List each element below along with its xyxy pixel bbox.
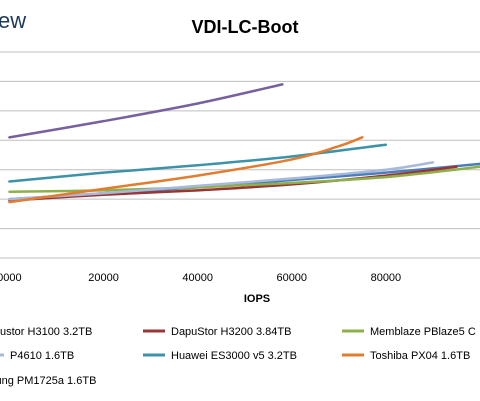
x-tick-label-0: 0000 [0, 272, 22, 284]
legend-label-2: Memblaze PBlaze5 C [370, 326, 476, 338]
legend-label-6: sung PM1725a 1.6TB [0, 375, 96, 387]
legend-label-1: DapuStor H3200 3.84TB [171, 326, 291, 338]
x-tick-label-4: 80000 [371, 272, 402, 284]
x-axis-label: IOPS [244, 293, 270, 305]
series-line-5 [8, 136, 364, 204]
series-line-4 [8, 143, 388, 183]
chart-title: VDI-LC-Boot [192, 17, 299, 37]
logo-text: ew [0, 8, 26, 33]
series-line-3 [8, 161, 435, 201]
legend: ustor H3100 3.2TB DapuStor H3200 3.84TB Me… [0, 326, 476, 387]
gridlines [0, 51, 480, 259]
series-lines [8, 83, 480, 204]
legend-label-5: Toshiba PX04 1.6TB [370, 350, 470, 362]
legend-label-3: P4610 1.6TB [10, 350, 74, 362]
x-tick-labels: 0000 20000 40000 60000 80000 [0, 272, 401, 284]
legend-label-0: ustor H3100 3.2TB [0, 326, 92, 338]
x-tick-label-2: 40000 [182, 272, 213, 284]
x-tick-label-3: 60000 [276, 272, 307, 284]
series-line-6 [8, 83, 284, 139]
legend-label-4: Huawei ES3000 v5 3.2TB [171, 350, 297, 362]
series-line-1 [8, 165, 458, 202]
x-tick-label-1: 20000 [88, 272, 119, 284]
